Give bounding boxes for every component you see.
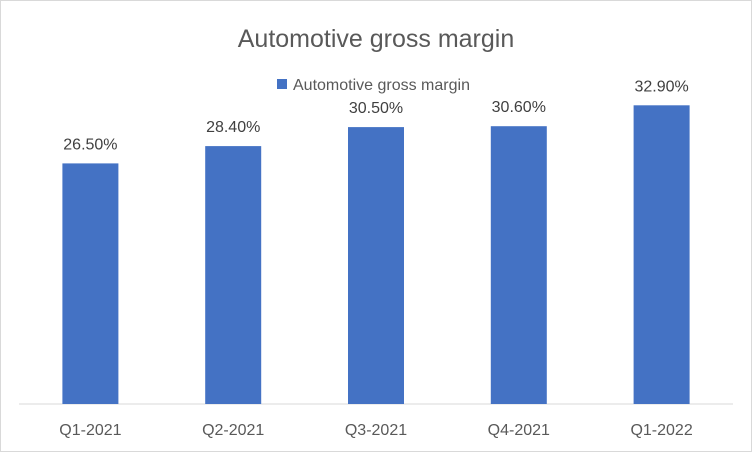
x-tick-label-q2-2021: Q2-2021 — [202, 422, 264, 439]
data-label-q3-2021: 30.50% — [349, 100, 403, 117]
x-tick-labels-group: Q1-2021 Q2-2021 Q3-2021 Q4-2021 Q1-2022 — [59, 422, 693, 439]
bar-q2-2021 — [205, 146, 262, 404]
bar-q1-2021 — [62, 163, 119, 404]
bar-q3-2021 — [348, 127, 404, 404]
data-label-q4-2021: 30.60% — [492, 99, 546, 116]
data-label-q2-2021: 28.40% — [206, 119, 260, 136]
x-tick-label-q1-2021: Q1-2021 — [59, 422, 121, 439]
legend: Automotive gross margin — [277, 77, 470, 94]
chart-title: Automotive gross margin — [238, 25, 515, 53]
bars-group — [62, 105, 690, 405]
data-label-q1-2022: 32.90% — [634, 78, 688, 95]
data-label-q1-2021: 26.50% — [63, 136, 117, 153]
legend-label: Automotive gross margin — [293, 77, 470, 94]
bar-q4-2021 — [490, 126, 547, 404]
x-tick-label-q4-2021: Q4-2021 — [488, 422, 550, 439]
data-labels-group: 26.50% 28.40% 30.50% 30.60% 32.90% — [63, 78, 688, 153]
x-tick-label-q3-2021: Q3-2021 — [345, 422, 407, 439]
x-tick-label-q1-2022: Q1-2022 — [630, 422, 692, 439]
bar-q1-2022 — [633, 105, 690, 405]
legend-swatch — [277, 79, 287, 89]
